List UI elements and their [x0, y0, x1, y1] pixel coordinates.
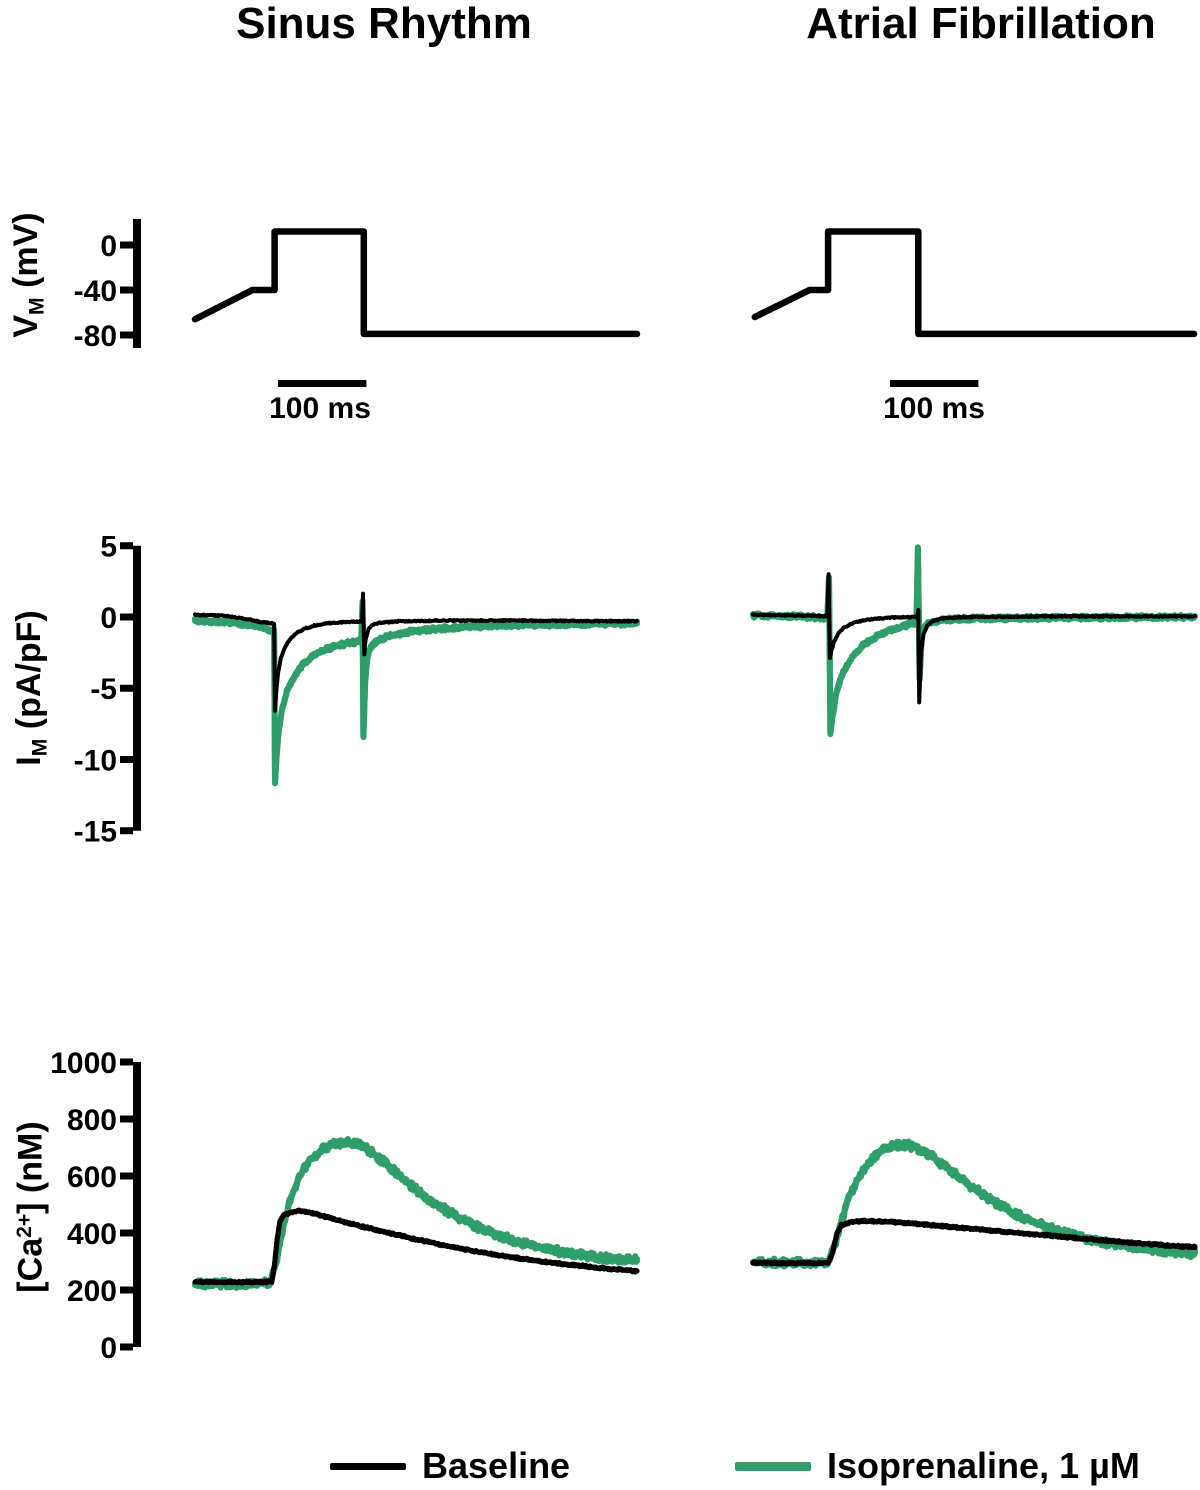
vm-tick-mark — [120, 241, 133, 249]
ca-axis-line — [133, 1062, 141, 1347]
ca-tick-mark — [120, 1115, 133, 1123]
ca-tick-label: 0 — [100, 1332, 117, 1365]
im-tick-mark — [120, 827, 133, 835]
vm-tick-label: -80 — [74, 320, 117, 353]
vm-tick-label: 0 — [100, 230, 117, 263]
vm-trace-protocol — [191, 228, 641, 338]
legend-item-isoprenaline: Isoprenaline, 1 µM — [735, 1446, 1140, 1486]
ca-tick-label: 400 — [67, 1218, 117, 1251]
column-title-atrial-fibrillation: Atrial Fibrillation — [806, 0, 1156, 48]
im-tick-mark — [120, 684, 133, 692]
ca-axis-label-unit: ] (nM) — [11, 1121, 50, 1214]
vm-axis-label-sub: M — [25, 297, 49, 315]
ca-tick-label: 1000 — [50, 1047, 117, 1080]
column-title-sinus-rhythm: Sinus Rhythm — [236, 0, 532, 48]
ca-axis-label-text: [Ca — [11, 1237, 50, 1293]
scalebar-label-left: 100 ms — [269, 392, 371, 425]
ca-tick-label: 600 — [67, 1161, 117, 1194]
vm-axis-label: VM (mV) — [1, 115, 51, 435]
baseline-line-swatch — [330, 1462, 406, 1470]
vm-tick-label: -40 — [74, 275, 117, 308]
ca-tick-mark — [120, 1172, 133, 1180]
ca-tick-label: 200 — [67, 1275, 117, 1308]
scalebar-line-left — [278, 380, 367, 387]
vm-axis-line — [133, 219, 141, 348]
vm-trace-protocol — [751, 228, 1198, 338]
ca-axis-label-sup: 2+ — [13, 1213, 36, 1238]
im-tick-label: 0 — [100, 602, 117, 635]
ca-tick-label: 800 — [67, 1104, 117, 1137]
im-trace-isoprenaline — [750, 544, 1198, 737]
vm-tick-mark — [120, 331, 133, 339]
im-trace-baseline — [193, 591, 639, 713]
ca-trace-baseline — [192, 1208, 640, 1286]
im-tick-label: 5 — [100, 531, 117, 564]
im-axis-line — [133, 545, 141, 831]
isoprenaline-line-swatch — [735, 1461, 811, 1471]
im-tick-mark — [120, 613, 133, 621]
im-trace-isoprenaline — [750, 545, 1198, 738]
im-tick-mark — [120, 542, 133, 550]
scalebar-line-right — [890, 380, 979, 387]
ca-tick-mark — [120, 1286, 133, 1294]
im-tick-label: -10 — [74, 744, 117, 777]
im-tick-mark — [120, 756, 133, 763]
im-axis-label-unit: (pA/pF) — [10, 610, 48, 739]
ca-tick-mark — [120, 1343, 133, 1351]
ca-tick-mark — [120, 1058, 133, 1066]
legend-label-isoprenaline: Isoprenaline, 1 µM — [827, 1445, 1140, 1486]
im-trace-isoprenaline — [192, 600, 640, 787]
ca-trace-baseline — [750, 1218, 1198, 1266]
im-axis-label-sub: M — [28, 738, 52, 757]
legend-label-baseline: Baseline — [422, 1445, 571, 1486]
im-trace-baseline — [751, 572, 1197, 705]
legend-item-baseline: Baseline — [330, 1446, 570, 1486]
vm-axis-label-text: V — [7, 314, 45, 338]
vm-tick-mark — [120, 286, 133, 294]
ca-tick-mark — [120, 1229, 133, 1237]
im-tick-label: -15 — [74, 816, 117, 849]
scalebar-label-right: 100 ms — [883, 392, 985, 425]
im-axis-label-text: I — [10, 756, 48, 766]
ca-axis-label: [Ca2+] (nM) — [0, 1047, 50, 1367]
vm-axis-label-unit: (mV) — [7, 212, 45, 298]
im-tick-label: -5 — [90, 673, 117, 706]
ca-trace-baseline — [192, 1207, 640, 1286]
im-axis-label: IM (pA/pF) — [4, 528, 54, 848]
